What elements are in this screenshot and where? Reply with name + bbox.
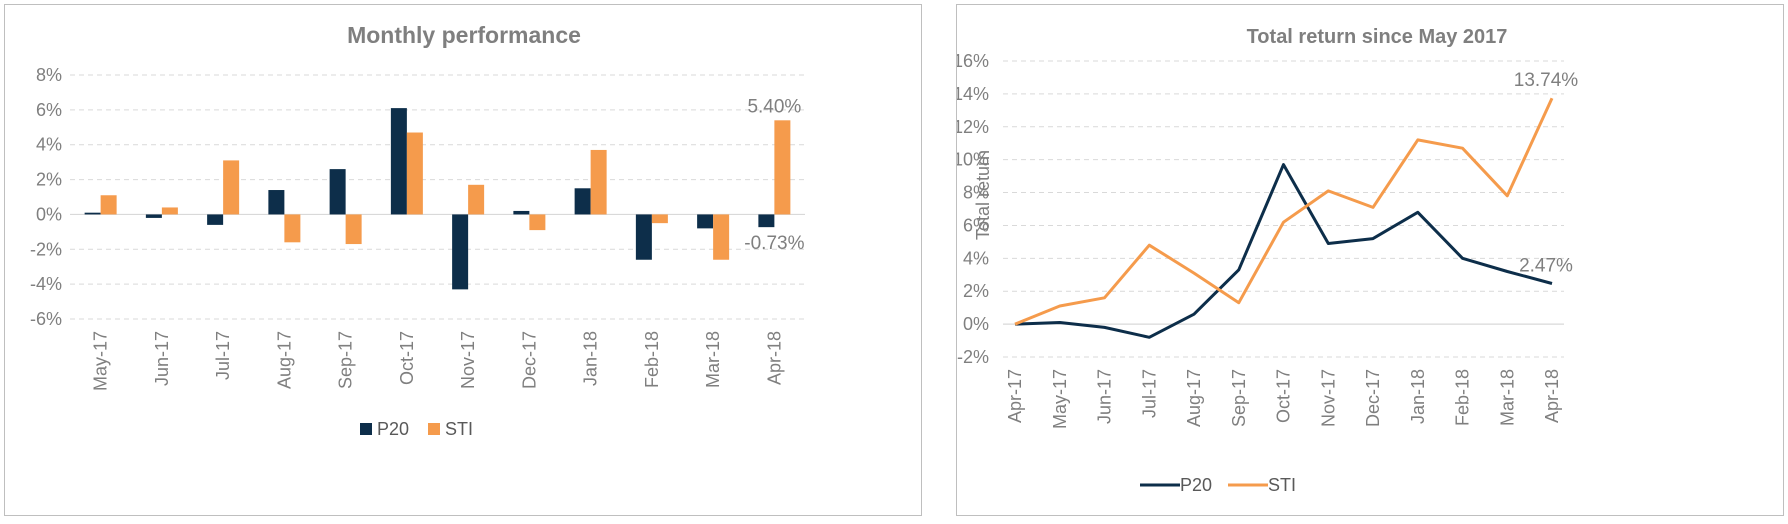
bar-sti [100, 195, 117, 215]
data-label: 2.47% [1519, 255, 1573, 276]
y-axis-label: Total return [973, 150, 993, 240]
y-tick-label: 2% [36, 170, 62, 190]
bar-sti [223, 160, 240, 215]
bar-sti [284, 214, 301, 243]
y-tick-label: 0% [36, 204, 62, 224]
x-tick-label: May-17 [1050, 369, 1070, 429]
bar-p20 [390, 108, 407, 215]
y-tick-label: 8% [963, 183, 989, 203]
legend-label-sti: STI [1268, 475, 1296, 495]
y-tick-label: 10% [957, 150, 989, 170]
bar-sti [590, 149, 607, 215]
y-tick-label: 6% [36, 100, 62, 120]
y-tick-label: -4% [30, 274, 62, 294]
y-tick-label: 14% [957, 84, 989, 104]
x-tick-label: Apr-18 [1542, 369, 1562, 423]
data-label: -0.73% [744, 233, 804, 254]
bar-sti [651, 214, 668, 224]
bar-p20 [452, 214, 469, 290]
legend-label-sti: STI [445, 419, 473, 439]
x-tick-label: Sep-17 [336, 331, 356, 389]
x-tick-label: Oct-17 [1274, 369, 1294, 423]
bar-p20 [84, 212, 101, 215]
x-tick-label: Dec-17 [519, 331, 539, 389]
legend-swatch-sti [428, 423, 440, 435]
x-tick-label: Dec-17 [1363, 369, 1383, 427]
monthly-performance-svg: Monthly performance 8%6%4%2%0%-2%-4%-6% … [30, 22, 805, 439]
bar-p20 [329, 169, 346, 215]
bar-p20 [574, 188, 591, 215]
bar-p20 [758, 214, 775, 228]
bar-p20 [697, 214, 714, 229]
y-tick-label: 4% [963, 248, 989, 268]
x-tick-label: Aug-17 [1184, 369, 1204, 427]
x-tick-label: Jan-18 [1408, 369, 1428, 424]
y-tick-label: 12% [957, 117, 989, 137]
total-return-chart: Total return since May 2017 Total return… [956, 4, 1784, 516]
line-sti [1014, 97, 1554, 326]
bar-sti [468, 184, 485, 215]
x-tick-label: Jan-18 [581, 331, 601, 386]
data-label: 13.74% [1514, 70, 1579, 91]
bar-sti [713, 214, 730, 260]
x-tick-label: Nov-17 [1318, 369, 1338, 427]
y-tick-label: 0% [963, 314, 989, 334]
x-tick-label: Feb-18 [1453, 369, 1473, 426]
x-tick-label: Aug-17 [274, 331, 294, 389]
y-tick-label: 2% [963, 281, 989, 301]
chart-title: Monthly performance [347, 22, 581, 48]
x-tick-label: Jun-17 [1095, 369, 1115, 424]
x-tick-label: Sep-17 [1229, 369, 1249, 427]
x-tick-label: Apr-17 [1005, 369, 1025, 423]
monthly-performance-chart: Monthly performance 8% 6% 4% 2% 0% -2% -4% -6% … [4, 4, 922, 516]
y-tick-label: -6% [30, 309, 62, 329]
bar-sti [774, 120, 791, 215]
bar-sti [529, 214, 546, 231]
x-tick-label: Mar-18 [703, 331, 723, 388]
bar-sti [345, 214, 362, 245]
x-tick-label: Nov-17 [458, 331, 478, 389]
x-tick-label: Mar-18 [1497, 369, 1517, 426]
y-tick-label: 6% [963, 215, 989, 235]
x-tick-label: Oct-17 [397, 331, 417, 385]
bar-p20 [207, 214, 224, 225]
y-tick-label: 8% [36, 65, 62, 85]
legend-label-p20: P20 [377, 419, 409, 439]
data-label: 5.40% [747, 96, 801, 117]
y-tick-label: 4% [36, 135, 62, 155]
x-tick-label: Jun-17 [152, 331, 172, 386]
bar-p20 [513, 210, 530, 215]
bar-p20 [268, 190, 285, 215]
line-p20 [1014, 163, 1553, 339]
total-return-svg: Total return since May 2017 Total return… [957, 26, 1579, 495]
x-tick-label: Apr-18 [764, 331, 784, 385]
x-tick-label: Jul-17 [1139, 369, 1159, 418]
chart-title: Total return since May 2017 [1247, 26, 1508, 48]
y-tick-label: -2% [957, 347, 989, 367]
y-tick-label: -2% [30, 239, 62, 259]
x-tick-label: May-17 [91, 331, 111, 391]
x-tick-label: Feb-18 [642, 331, 662, 388]
y-tick-label: 16% [957, 51, 989, 71]
bar-sti [161, 207, 178, 215]
legend-label-p20: P20 [1180, 475, 1212, 495]
legend-swatch-p20 [360, 423, 372, 435]
bar-p20 [145, 214, 162, 218]
bar-sti [406, 132, 423, 215]
bar-p20 [635, 214, 652, 260]
x-tick-label: Jul-17 [213, 331, 233, 380]
